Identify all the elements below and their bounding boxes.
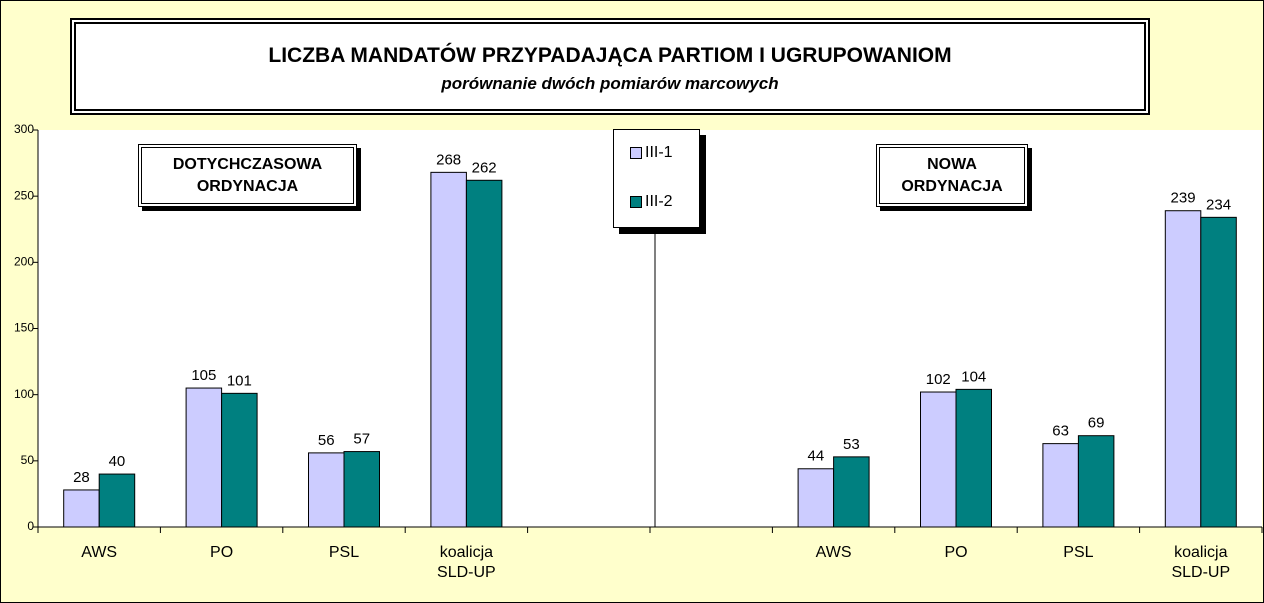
data-label: 69 <box>1088 415 1105 432</box>
legend-item: III-2 <box>630 193 673 211</box>
bar <box>63 489 100 528</box>
data-label: 57 <box>353 431 370 448</box>
annotation: DOTYCHCZASOWA ORDYNACJA <box>138 144 357 207</box>
y-tick-label: 100 <box>14 387 34 401</box>
bar <box>185 387 223 528</box>
data-label: 101 <box>227 372 252 389</box>
x-tick-label: AWS <box>81 544 118 561</box>
data-label: 239 <box>1171 190 1196 207</box>
data-label: 28 <box>73 469 90 486</box>
data-label: 105 <box>191 367 216 384</box>
data-label: 40 <box>109 453 126 470</box>
bar <box>1042 443 1079 528</box>
bar <box>343 451 380 528</box>
bar <box>308 452 345 528</box>
x-tick-label: PSL <box>328 544 360 561</box>
y-tick-label: 150 <box>14 321 34 335</box>
bar <box>1164 210 1202 528</box>
y-tick-label: 200 <box>14 255 34 269</box>
bar <box>465 179 503 528</box>
bar <box>98 473 136 528</box>
chart-subtitle: porównanie dwóch pomiarów marcowych <box>441 74 779 93</box>
y-tick-label: 300 <box>14 122 34 136</box>
chart-title: LICZBA MANDATÓW PRZYPADAJĄCA PARTIOM I U… <box>268 44 952 67</box>
data-label: 262 <box>472 159 497 176</box>
bar <box>955 388 992 528</box>
bar <box>920 391 957 528</box>
data-label: 44 <box>808 448 825 465</box>
legend-swatch <box>630 196 642 208</box>
legend-label: III-2 <box>645 193 673 210</box>
x-tick-label: AWS <box>815 544 852 561</box>
bar <box>797 468 835 528</box>
legend: III-1 III-2 <box>613 129 700 228</box>
bar <box>1200 216 1237 528</box>
data-label: 53 <box>843 436 860 453</box>
bar <box>430 171 467 528</box>
x-tick-label: koalicja SLD-UP <box>437 544 496 581</box>
x-tick-label: PSL <box>1063 544 1094 561</box>
x-tick-label: koalicja SLD-UP <box>1171 544 1231 581</box>
annotation: NOWA ORDYNACJA <box>876 144 1028 207</box>
title-box: LICZBA MANDATÓW PRZYPADAJĄCA PARTIOM I U… <box>70 18 1150 115</box>
bar <box>1077 435 1115 528</box>
x-tick-label: PO <box>944 544 968 561</box>
x-tick-label: PO <box>210 544 234 561</box>
legend-item: III-1 <box>630 144 673 162</box>
data-label: 268 <box>436 151 461 168</box>
data-label: 102 <box>926 371 951 388</box>
bar <box>221 392 258 528</box>
legend-label: III-1 <box>645 144 673 161</box>
data-label: 234 <box>1206 196 1231 213</box>
legend-swatch <box>630 147 642 159</box>
data-label: 63 <box>1052 423 1069 440</box>
data-label: 56 <box>318 432 335 449</box>
y-tick-label: 250 <box>14 188 34 202</box>
data-label: 104 <box>961 368 986 385</box>
bar <box>833 456 870 528</box>
y-tick-label: 0 <box>27 519 34 533</box>
y-tick-label: 50 <box>21 453 35 467</box>
